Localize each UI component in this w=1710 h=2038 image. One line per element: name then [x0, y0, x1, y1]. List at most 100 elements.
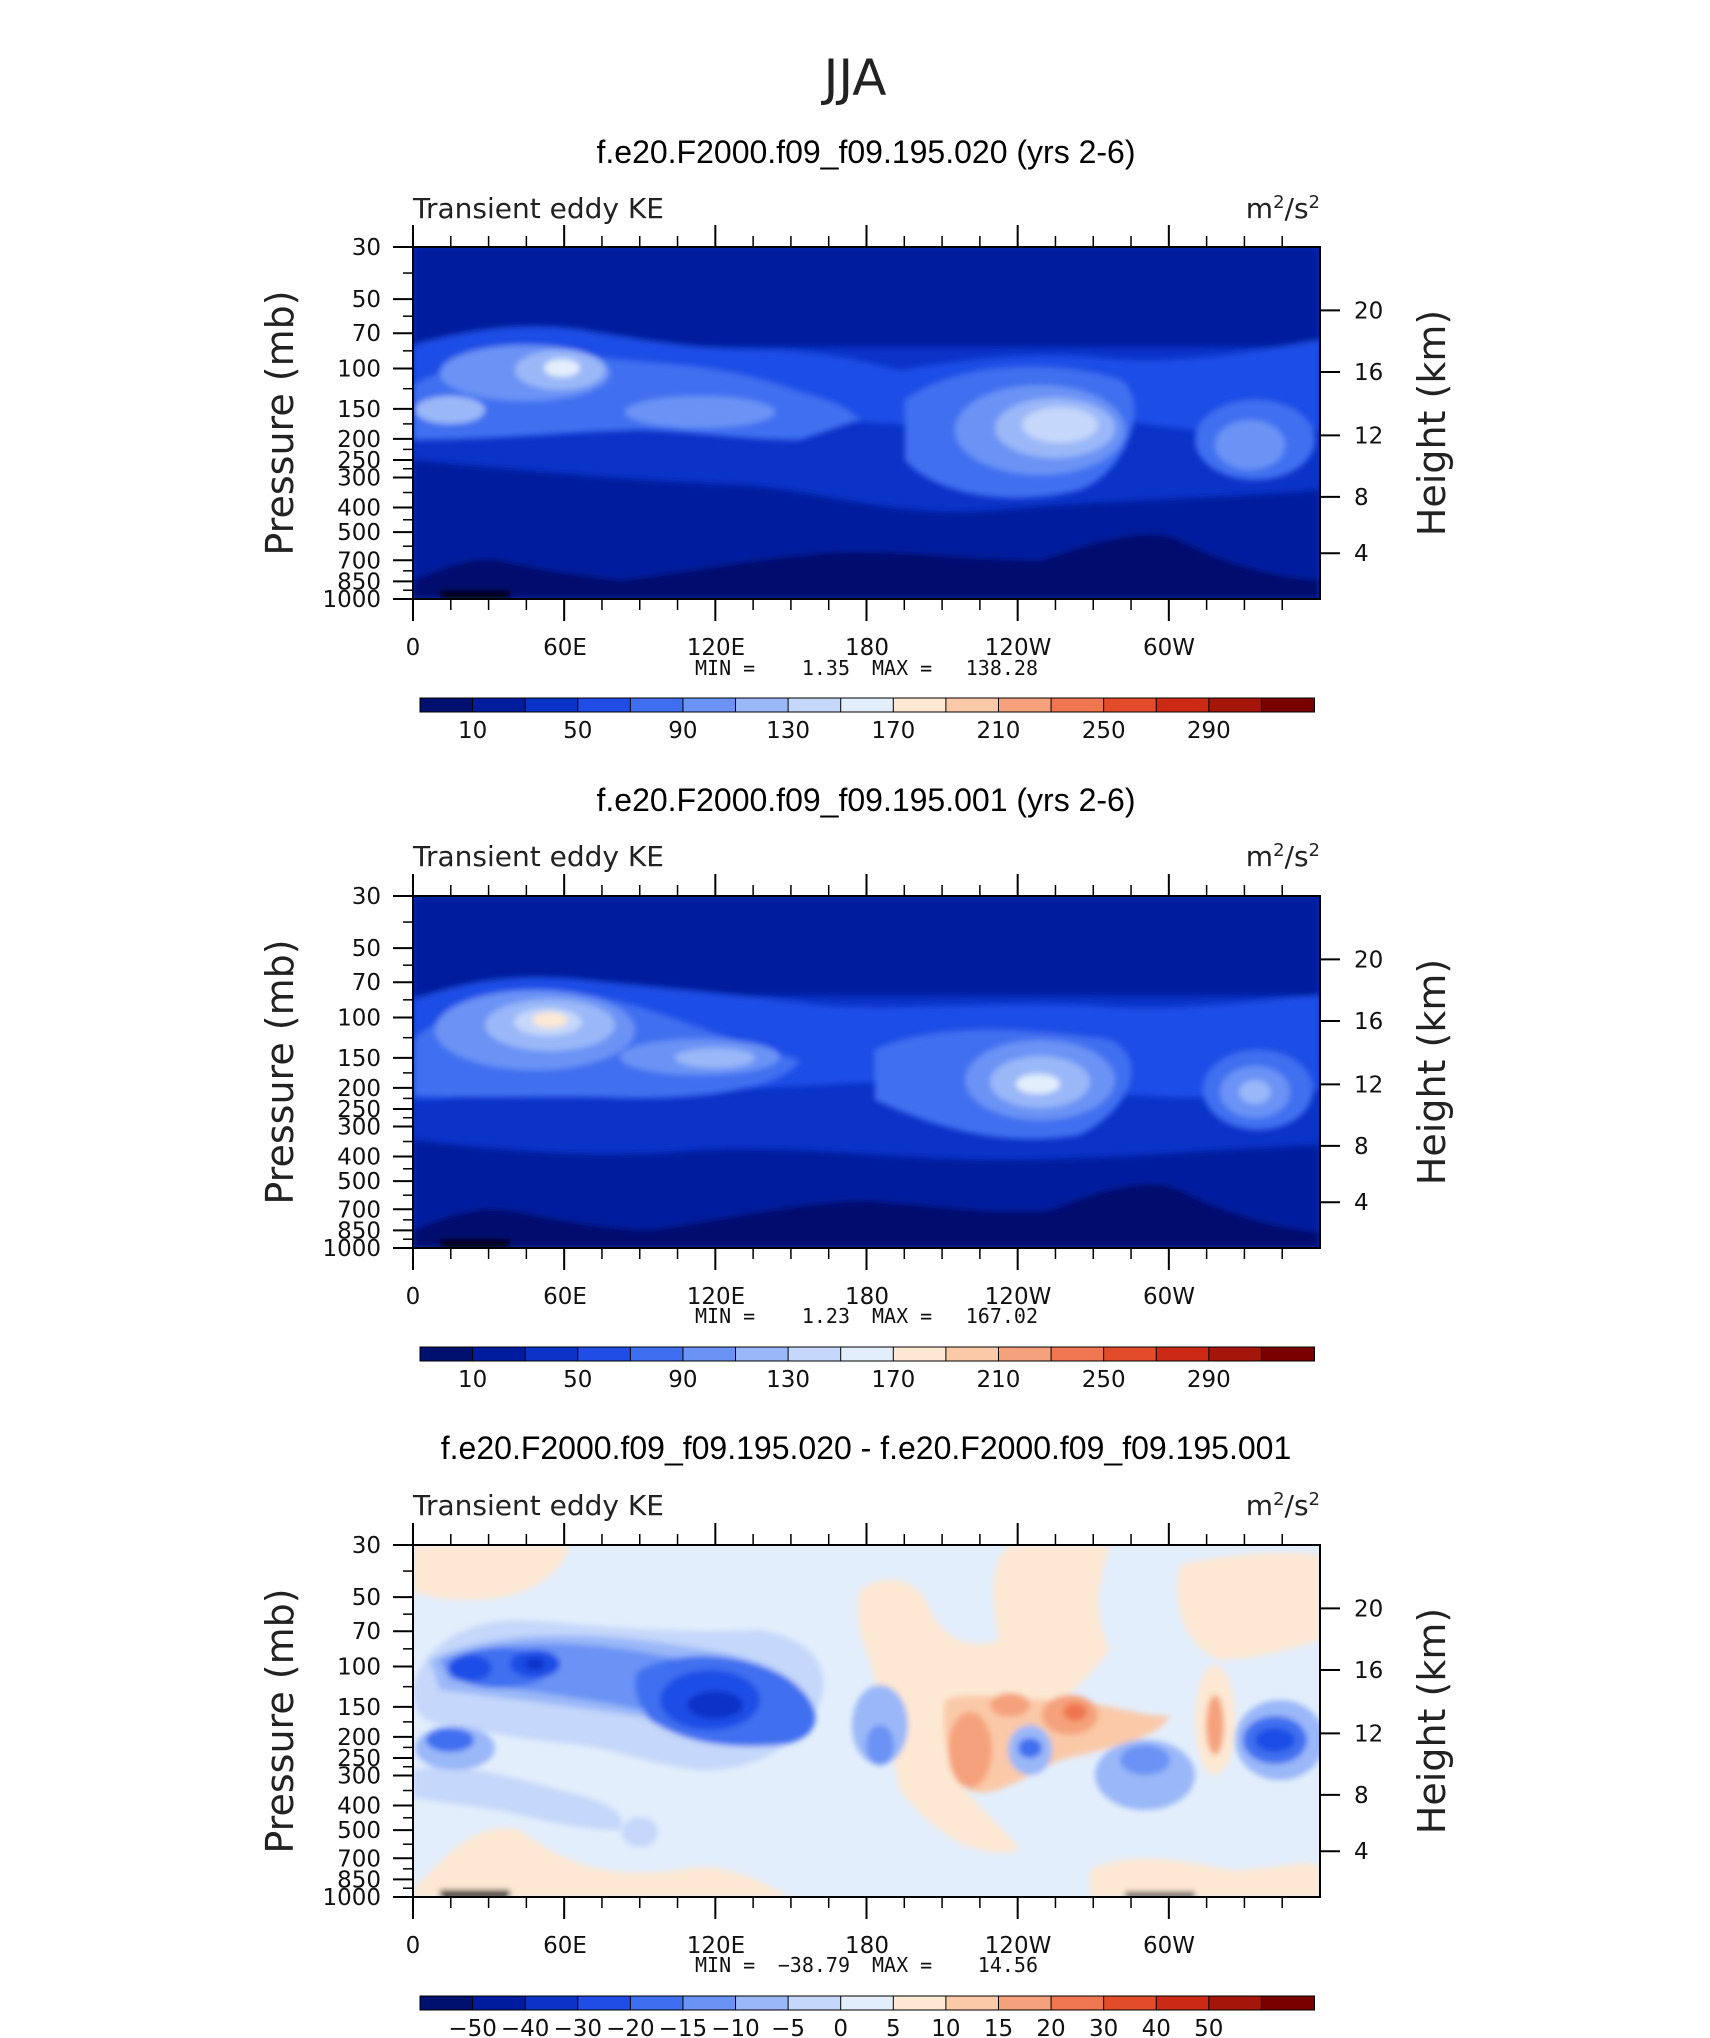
panel-3-title: f.e20.F2000.f09_f09.195.020 - f.e20.F200…	[441, 1430, 1291, 1466]
colorbar-swatch	[1103, 1995, 1158, 2011]
panel-3-variable-label: Transient eddy KE	[412, 1489, 664, 1522]
colorbar-swatch	[629, 697, 684, 713]
x-tick: 120W	[985, 1933, 1052, 1959]
colorbar-label: −15	[659, 2016, 708, 2038]
x-tick: 120E	[687, 635, 745, 661]
y2-tick-label: 8	[1354, 485, 1369, 511]
y-tick-label: 200	[337, 1076, 381, 1102]
y-tick-label: 150	[337, 1046, 381, 1072]
y-tick-label: 500	[337, 520, 381, 546]
colorbar-swatch	[1260, 1346, 1315, 1362]
panel-1: f.e20.F2000.f09_f09.195.020 (yrs 2-6) Tr…	[258, 134, 1454, 744]
colorbar-swatch	[629, 1995, 684, 2011]
y-tick-label: 400	[337, 1144, 381, 1170]
x-tick: 0	[406, 1933, 421, 1959]
colorbar-label: 170	[871, 718, 915, 744]
y-tick-label: 1000	[322, 1885, 381, 1911]
colorbar-label: 50	[563, 1367, 592, 1393]
y-tick-label: 300	[337, 466, 381, 492]
y2-tick-label: 20	[1354, 298, 1383, 324]
y-tick-label: 700	[337, 1197, 381, 1223]
colorbar-swatch	[419, 697, 474, 713]
colorbar-label: 290	[1187, 1367, 1231, 1393]
panel-1-colorbar: 10 50 90 130 170 210 250 290	[419, 697, 1315, 744]
panel-2-units: m2/s2	[1246, 840, 1320, 873]
panel-2-min-label: MIN =	[695, 1304, 755, 1328]
colorbar-label: −30	[553, 2016, 602, 2038]
colorbar-swatch	[787, 1995, 842, 2011]
x-tick: 60W	[1143, 635, 1195, 661]
colorbar-swatch	[472, 1346, 527, 1362]
x-tick: 180	[845, 1933, 889, 1959]
panel-1-plot-area	[413, 247, 1320, 599]
colorbar-swatch	[945, 697, 1000, 713]
y-tick-label: 400	[337, 495, 381, 521]
y-tick-label: 700	[337, 548, 381, 574]
y-tick-label: 500	[337, 1169, 381, 1195]
colorbar-label: −10	[711, 2016, 760, 2038]
colorbar-swatch	[1260, 1995, 1315, 2011]
panel-3-units: m2/s2	[1246, 1489, 1320, 1522]
y-tick-label: 1000	[322, 587, 381, 613]
colorbar-label: 0	[833, 2016, 848, 2038]
colorbar-swatch	[577, 1995, 632, 2011]
y-tick-label: 300	[337, 1115, 381, 1141]
panel-2-max-label: MAX =	[872, 1304, 932, 1328]
colorbar-label: 40	[1142, 2016, 1171, 2038]
colorbar-swatch	[840, 697, 895, 713]
y2-tick-label: 20	[1354, 1596, 1383, 1622]
colorbar-swatch	[840, 1346, 895, 1362]
panel-2-plot-area	[413, 896, 1320, 1248]
colorbar-label: 5	[886, 2016, 901, 2038]
y-tick-label: 100	[337, 1654, 381, 1680]
colorbar-swatch	[945, 1346, 1000, 1362]
panel-1-max-value: 138.28	[966, 656, 1038, 680]
panel-2-min-value: 1.23	[802, 1304, 850, 1328]
x-tick: 0	[406, 635, 421, 661]
colorbar-label: 50	[563, 718, 592, 744]
colorbar-label: 250	[1082, 718, 1126, 744]
y-tick-label: 300	[337, 1764, 381, 1790]
colorbar-swatch	[892, 697, 947, 713]
y2-tick-label: 16	[1354, 1658, 1383, 1684]
colorbar-label: 30	[1089, 2016, 1118, 2038]
y-tick-label: 400	[337, 1793, 381, 1819]
colorbar-label: −20	[606, 2016, 655, 2038]
colorbar-swatch	[787, 697, 842, 713]
y-tick-label: 250	[337, 1746, 381, 1772]
figure-title: JJA	[821, 49, 887, 107]
y-tick-label: 70	[352, 321, 381, 347]
y2-tick-label: 8	[1354, 1134, 1369, 1160]
colorbar-label: −50	[448, 2016, 497, 2038]
panel-2-colorbar: 10 50 90 130 170 210 250 290	[419, 1346, 1315, 1393]
y-tick-label: 30	[352, 235, 381, 261]
y-tick-label: 700	[337, 1846, 381, 1872]
x-tick: 60W	[1143, 1284, 1195, 1310]
colorbar-swatch	[1050, 1346, 1105, 1362]
colorbar-label: 15	[984, 2016, 1013, 2038]
y-tick-label: 850	[337, 1218, 381, 1244]
colorbar-swatch	[735, 1995, 790, 2011]
x-tick: 120E	[687, 1933, 745, 1959]
colorbar-swatch	[472, 1995, 527, 2011]
y2-tick-label: 12	[1354, 423, 1383, 449]
y-tick-label: 200	[337, 427, 381, 453]
panel-2-max-value: 167.02	[966, 1304, 1038, 1328]
y-tick-label: 70	[352, 970, 381, 996]
colorbar-label: 20	[1036, 2016, 1065, 2038]
panel-2-y2label: Height (km)	[1410, 959, 1454, 1185]
colorbar-swatch	[1155, 1995, 1210, 2011]
panel-1-ylabel: Pressure (mb)	[258, 290, 302, 555]
colorbar-swatch	[787, 1346, 842, 1362]
colorbar-swatch	[892, 1995, 947, 2011]
colorbar-label: 90	[668, 1367, 697, 1393]
y2-tick-label: 16	[1354, 360, 1383, 386]
colorbar-label: 170	[871, 1367, 915, 1393]
y-tick-label: 500	[337, 1818, 381, 1844]
y2-tick-label: 12	[1354, 1072, 1383, 1098]
panel-1-min-label: MIN =	[695, 656, 755, 680]
colorbar-swatch	[997, 697, 1053, 713]
